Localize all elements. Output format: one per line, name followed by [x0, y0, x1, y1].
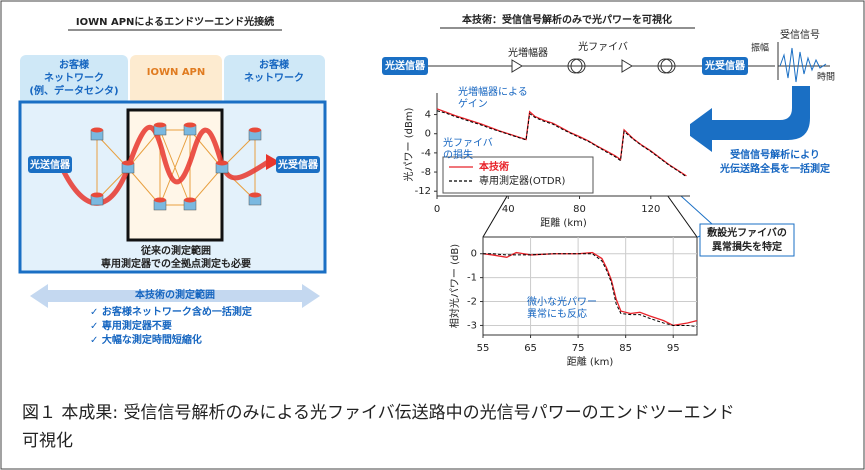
- amplifier: [511, 59, 523, 73]
- zone-label: お客様: [59, 58, 90, 71]
- time-label: 時間: [817, 72, 835, 83]
- amplitude-label: 振幅: [751, 42, 769, 54]
- y-tick-label: -1: [467, 273, 477, 284]
- left-title: IOWN APNによるエンドツーエンド光接続: [76, 15, 274, 28]
- zone: [130, 55, 222, 105]
- zone-label: お客様: [259, 58, 290, 71]
- x-tick-label: 75: [572, 343, 585, 354]
- zone-label: ネットワーク: [44, 72, 104, 84]
- transmitter-box: [382, 57, 428, 75]
- data-line: [483, 253, 698, 328]
- transmitter-label: 光送信器: [384, 59, 426, 72]
- fiber-coils: [567, 58, 676, 74]
- amplifier-label: 光増幅器: [508, 46, 548, 59]
- benefit: ✓ お客様ネットワーク含め一括測定: [90, 305, 252, 318]
- annotation: 異常にも反応: [527, 307, 587, 320]
- amplifier: [621, 59, 633, 73]
- x-tick-label: 120: [641, 204, 660, 215]
- legend-label: 本技術: [479, 160, 509, 173]
- zone-label: ネットワーク: [244, 72, 304, 84]
- x-tick-label: 80: [573, 204, 586, 215]
- waveform: [779, 47, 827, 83]
- conventional-label: 従来の測定範囲: [140, 244, 211, 257]
- x-axis-label: 距離 (km): [567, 355, 614, 368]
- y-tick-label: -3: [467, 320, 477, 331]
- y-tick-label: -2: [467, 297, 477, 308]
- x-tick-label: 65: [524, 343, 537, 354]
- y-tick-label: -4: [421, 148, 431, 159]
- anomaly-label: 異常損失を特定: [712, 240, 782, 253]
- plot-area: [482, 236, 698, 336]
- y-axis-label: 相対光パワー (dB): [448, 244, 461, 328]
- data-line: [482, 251, 698, 327]
- transmitter-label: 光送信器: [29, 158, 71, 171]
- x-tick-label: 95: [667, 343, 680, 354]
- y-tick-label: 0: [471, 249, 477, 260]
- zone-label: (例、データセンタ): [29, 84, 118, 97]
- transmitter-box: [28, 156, 72, 173]
- y-axis-label: 光パワー (dBm): [402, 107, 415, 181]
- x-tick-label: 55: [477, 343, 490, 354]
- signal-title: 受信信号: [780, 29, 820, 41]
- annotation: 光ファイバ: [443, 136, 493, 149]
- anomaly-box: [699, 223, 795, 257]
- receiver-label: 光受信器: [277, 158, 319, 171]
- legend-label: 専用測定器(OTDR): [479, 174, 566, 187]
- nodes: [90, 122, 262, 211]
- data-line: [436, 110, 687, 178]
- annotation: ゲイン: [458, 98, 488, 110]
- receiver-box: [702, 57, 748, 75]
- zone: [224, 55, 325, 105]
- arrowhead: [266, 154, 280, 170]
- caption: 可視化: [22, 431, 73, 451]
- right-title: 本技術：受信信号解析のみで光パワーを可視化: [462, 13, 672, 26]
- analysis-arrow: [682, 86, 810, 152]
- anomaly-label: 敷設光ファイバの: [707, 226, 787, 239]
- y-tick-label: 4: [425, 110, 431, 121]
- zone: [20, 55, 128, 105]
- benefit: ✓ 専用測定器不要: [90, 319, 172, 332]
- receiver-box: [276, 156, 320, 173]
- x-tick-label: 0: [434, 204, 440, 215]
- caption: 図１ 本成果: 受信信号解析のみによる光ファイバ伝送路中の光信号パワーのエンドツ…: [22, 403, 735, 423]
- annotation: 微小な光パワー: [527, 295, 597, 308]
- analysis-label: 光伝送路全長を一括測定: [719, 162, 830, 175]
- analysis-label: 受信信号解析により: [730, 148, 820, 161]
- benefit: ✓ 大幅な測定時間短縮化: [90, 333, 202, 346]
- y-tick-label: 0: [425, 129, 431, 140]
- conventional-label: 専用測定器での全拠点測定も必要: [101, 257, 251, 270]
- x-axis-label: 距離 (km): [540, 216, 587, 229]
- y-tick-label: -12: [415, 186, 431, 197]
- x-tick-label: 40: [502, 204, 515, 215]
- zone-label: IOWN APN: [147, 67, 206, 78]
- y-tick-label: -8: [421, 167, 431, 178]
- x-tick-label: 85: [619, 343, 632, 354]
- annotation: の損失: [443, 148, 473, 161]
- fiber-label: 光ファイバ: [578, 40, 628, 53]
- receiver-label: 光受信器: [704, 59, 746, 72]
- legend-box: [442, 156, 594, 194]
- scope-arrow: [30, 284, 320, 308]
- annotation: 光増幅器による: [458, 85, 528, 98]
- scope-title: 本技術の測定範囲: [135, 288, 215, 301]
- left-panel: IOWN APNによるエンドツーエンド光接続 お客様 ネットワーク (例、データ…: [18, 15, 327, 346]
